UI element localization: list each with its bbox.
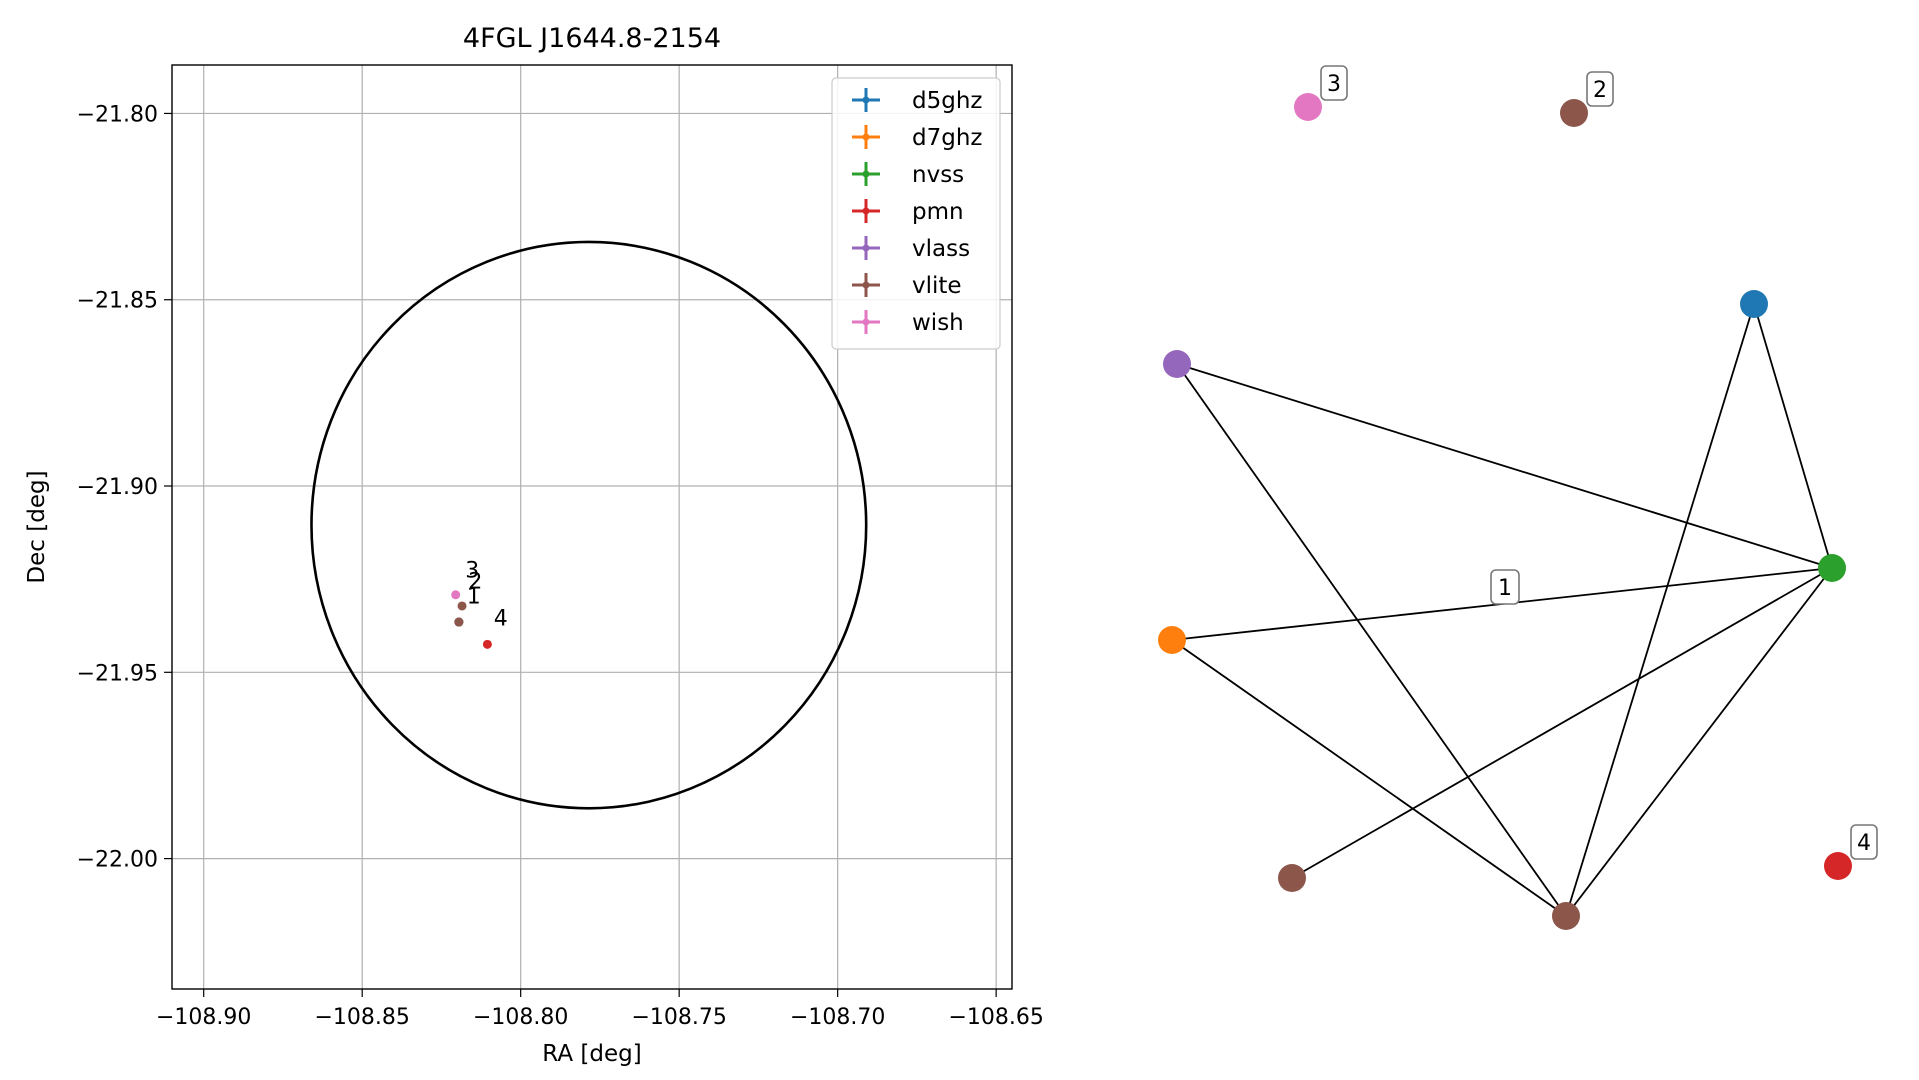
node-vlite_a (1560, 99, 1588, 127)
x-tick-label: −108.75 (631, 1005, 726, 1030)
y-tick-label: −21.80 (77, 102, 158, 127)
y-tick-label: −21.95 (77, 661, 158, 686)
point-annotation: 4 (494, 607, 508, 632)
source-points-layer (451, 590, 492, 649)
legend-label-pmn: pmn (912, 199, 964, 225)
graph-nodes (1158, 93, 1852, 930)
axes-frame (171, 64, 1013, 990)
node-nvss (1818, 554, 1846, 582)
node-wish (1294, 93, 1322, 121)
x-tick-label: −108.70 (790, 1005, 885, 1030)
node-vlass (1163, 350, 1191, 378)
edge-d7ghz-vlite_c (1171, 639, 1567, 917)
y-tick-label: −21.85 (77, 289, 158, 314)
x-tick-label: −108.65 (948, 1005, 1043, 1030)
node-d7ghz (1158, 626, 1186, 654)
legend: d5ghz d7ghz nvss pmn vlass vlite wish (831, 77, 1001, 350)
legend-label-nvss: nvss (912, 162, 964, 188)
point-annotation: 2 (468, 569, 482, 594)
y-axis-ticks: −21.80 −21.85 −21.90 −21.95 −22.00 (77, 102, 172, 873)
node-vlite_c (1552, 902, 1580, 930)
legend-marker-d7ghz (862, 133, 870, 141)
legend-marker-d5ghz (862, 96, 870, 104)
x-tick-label: −108.85 (314, 1005, 409, 1030)
edge-d5ghz-nvss (1753, 303, 1833, 569)
node-label-box (1850, 824, 1878, 860)
x-axis-label: RA [deg] (542, 1041, 641, 1067)
graph-node-labels: 3 2 4 (1320, 65, 1878, 860)
graph-edge-labels: 1 (1490, 569, 1520, 605)
localization-ellipse (310, 240, 868, 810)
chart-title: 4FGL J1644.8-2154 (463, 23, 721, 54)
x-tick-label: −108.80 (473, 1005, 568, 1030)
data-point-vlite (457, 601, 467, 611)
y-tick-label: −21.90 (77, 475, 158, 500)
node-pmn (1824, 852, 1852, 880)
node-label-box (1586, 71, 1614, 107)
legend-label-vlite: vlite (912, 273, 962, 299)
data-point-vlite (454, 617, 464, 627)
edge-vlass-nvss (1176, 363, 1833, 569)
edge-vlass-vlite_c (1176, 363, 1567, 917)
legend-marker-wish (862, 318, 870, 326)
edge-label: 1 (1498, 576, 1512, 601)
legend-label-d5ghz: d5ghz (912, 88, 982, 114)
node-label: 3 (1327, 72, 1341, 97)
point-annotation: 1 (467, 584, 481, 609)
legend-box (831, 77, 1001, 350)
legend-marker-vlite (862, 281, 870, 289)
legend-marker-pmn (862, 207, 870, 215)
legend-marker-vlass (862, 244, 870, 252)
x-axis-ticks: −108.90 −108.85 −108.80 −108.75 −108.70 −108.… (156, 989, 1044, 1030)
edge-label-box (1490, 569, 1520, 605)
node-label: 4 (1857, 831, 1871, 856)
node-label-box (1320, 65, 1348, 101)
x-tick-label: −108.90 (156, 1005, 251, 1030)
node-d5ghz (1740, 290, 1768, 318)
localization-ellipse-layer (310, 240, 868, 810)
point-annotation: 3 (465, 558, 479, 583)
data-point-wish (451, 590, 461, 600)
edge-nvss-vlite_c (1565, 567, 1833, 917)
legend-label-d7ghz: d7ghz (912, 125, 982, 151)
association-network-graph: 1 3 2 4 (1158, 65, 1878, 930)
node-label: 2 (1593, 78, 1607, 103)
graph-edges (1171, 303, 1833, 917)
edge-d5ghz-vlite_c (1565, 303, 1755, 917)
legend-label-vlass: vlass (912, 236, 970, 262)
node-vlite_b (1278, 864, 1306, 892)
legend-marker-nvss (862, 170, 870, 178)
edge-vlite_b-nvss (1291, 567, 1833, 879)
legend-label-wish: wish (912, 310, 964, 336)
data-point-pmn (482, 639, 492, 649)
y-axis-label: Dec [deg] (24, 470, 50, 583)
y-tick-label: −22.00 (77, 848, 158, 873)
